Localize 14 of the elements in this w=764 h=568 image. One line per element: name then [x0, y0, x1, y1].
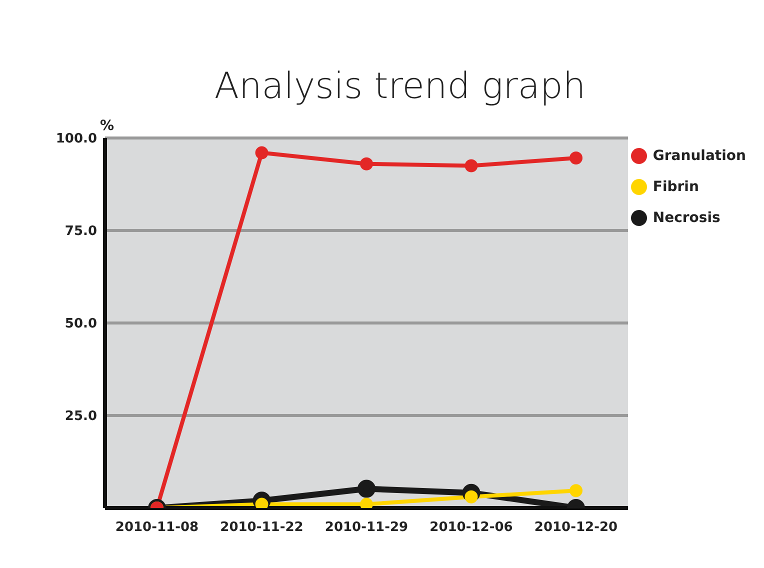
y-tick-label: 25.0	[64, 409, 97, 424]
chart-title: Analysis trend graph	[213, 66, 587, 107]
y-axis-title: %	[100, 118, 114, 134]
y-tick-label: 50.0	[64, 316, 97, 332]
x-tick-label: 2010-11-08	[115, 520, 199, 536]
y-tick-label: 100.0	[56, 132, 97, 147]
x-tick-label: 2010-12-20	[534, 520, 618, 536]
x-tick-label: 2010-11-29	[324, 520, 408, 536]
legend-label: Fibrin	[652, 178, 699, 194]
y-tick-label: 75.0	[64, 224, 97, 240]
legend-label: Necrosis	[652, 210, 720, 226]
legend-label: Granulation	[652, 148, 746, 164]
x-tick-label: 2010-11-22	[220, 520, 304, 536]
x-tick-label: 2010-12-06	[430, 520, 513, 536]
